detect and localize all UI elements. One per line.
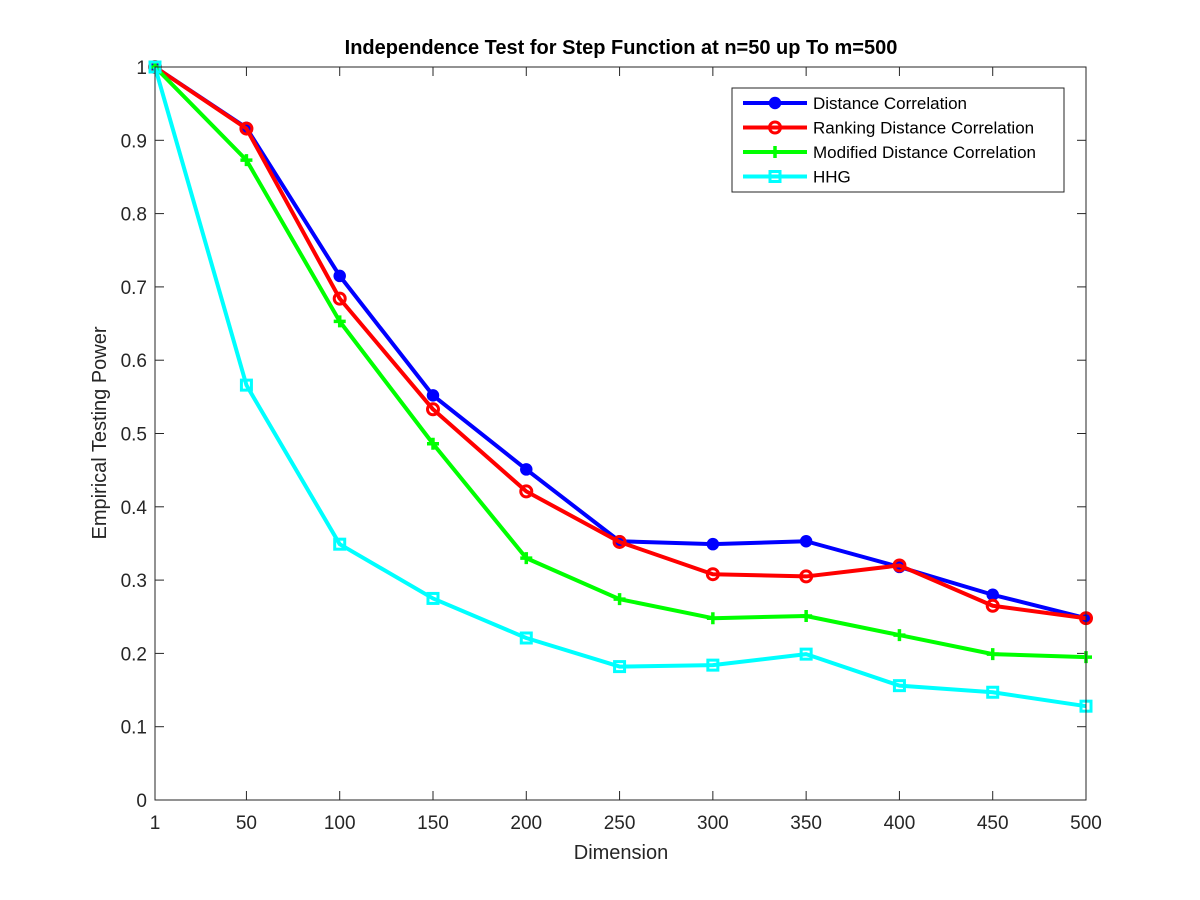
y-tick-label: 0.8	[121, 205, 147, 226]
data-point	[799, 535, 813, 548]
x-tick-label: 100	[324, 813, 356, 834]
series-layer	[148, 60, 1093, 713]
y-tick-label: 0.6	[121, 351, 147, 372]
y-tick-label: 0.1	[121, 718, 147, 739]
data-point	[613, 593, 626, 606]
chart-title: Independence Test for Step Function at n…	[345, 37, 898, 59]
data-point	[239, 121, 254, 136]
y-axis-label: Empirical Testing Power	[89, 326, 111, 539]
data-point	[800, 610, 813, 623]
data-point	[426, 437, 439, 450]
data-point	[892, 558, 907, 573]
data-point	[893, 629, 906, 642]
x-tick-label: 250	[604, 813, 636, 834]
legend-label: Distance Correlation	[813, 94, 967, 113]
data-point	[986, 685, 1000, 699]
legend-label: Modified Distance Correlation	[813, 143, 1036, 162]
x-tick-label: 1	[150, 813, 161, 834]
data-point	[769, 146, 781, 158]
data-point	[612, 534, 627, 549]
data-point	[333, 537, 347, 551]
x-tick-label: 300	[697, 813, 729, 834]
y-tick-label: 0.3	[121, 571, 147, 592]
x-tick-label: 500	[1070, 813, 1102, 834]
data-point	[706, 658, 720, 672]
legend-label: Ranking Distance Correlation	[813, 119, 1034, 138]
data-point	[239, 378, 253, 392]
legend-label: HHG	[813, 168, 851, 187]
x-tick-label: 350	[790, 813, 822, 834]
x-tick-label: 200	[510, 813, 542, 834]
ticks-layer: 1 50 100 150 200 250 300 350 400 450 50000.10.20.3…	[121, 58, 1102, 834]
data-point	[892, 679, 906, 693]
data-point	[520, 552, 533, 565]
series-line	[153, 65, 1087, 621]
data-point	[519, 484, 534, 499]
data-point	[705, 567, 720, 582]
y-tick-label: 1	[136, 58, 147, 79]
data-point	[520, 463, 533, 476]
data-point	[426, 389, 440, 402]
x-tick-label: 150	[417, 813, 449, 834]
data-point	[333, 315, 346, 328]
y-tick-label: 0.5	[121, 425, 147, 446]
data-point	[613, 660, 627, 674]
x-tick-label: 50	[236, 813, 257, 834]
series-3	[149, 61, 1092, 664]
x-axis-label: Dimension	[574, 842, 668, 864]
data-point	[332, 291, 347, 306]
y-tick-label: 0	[136, 791, 147, 812]
data-point	[768, 120, 782, 135]
data-point	[240, 154, 253, 167]
data-point	[799, 647, 813, 661]
y-tick-label: 0.2	[121, 644, 147, 665]
data-point	[986, 588, 999, 602]
data-point	[425, 402, 440, 417]
legend-entry: HHG	[743, 168, 851, 187]
y-tick-label: 0.7	[121, 278, 147, 299]
data-point	[768, 170, 782, 183]
x-tick-label: 400	[884, 813, 916, 834]
legend: Distance Correlation Ranking Distance Cor…	[731, 87, 1065, 193]
legend-entry: Distance Correlation	[743, 94, 967, 113]
data-point	[706, 612, 719, 625]
legend-entry: Modified Distance Correlation	[743, 143, 1036, 162]
data-point	[519, 631, 533, 645]
y-tick-label: 0.4	[121, 498, 148, 519]
legend-entry: Ranking Distance Correlation	[743, 119, 1034, 138]
x-tick-label: 450	[977, 813, 1009, 834]
data-point	[799, 569, 814, 584]
data-point	[426, 591, 440, 605]
data-point	[706, 537, 720, 551]
plot-area-frame	[154, 66, 1087, 801]
data-point	[768, 96, 782, 110]
data-point	[986, 648, 999, 661]
data-point	[985, 598, 1000, 613]
series-line	[153, 66, 1087, 709]
data-point	[333, 269, 346, 283]
y-tick-label: 0.9	[121, 131, 147, 152]
